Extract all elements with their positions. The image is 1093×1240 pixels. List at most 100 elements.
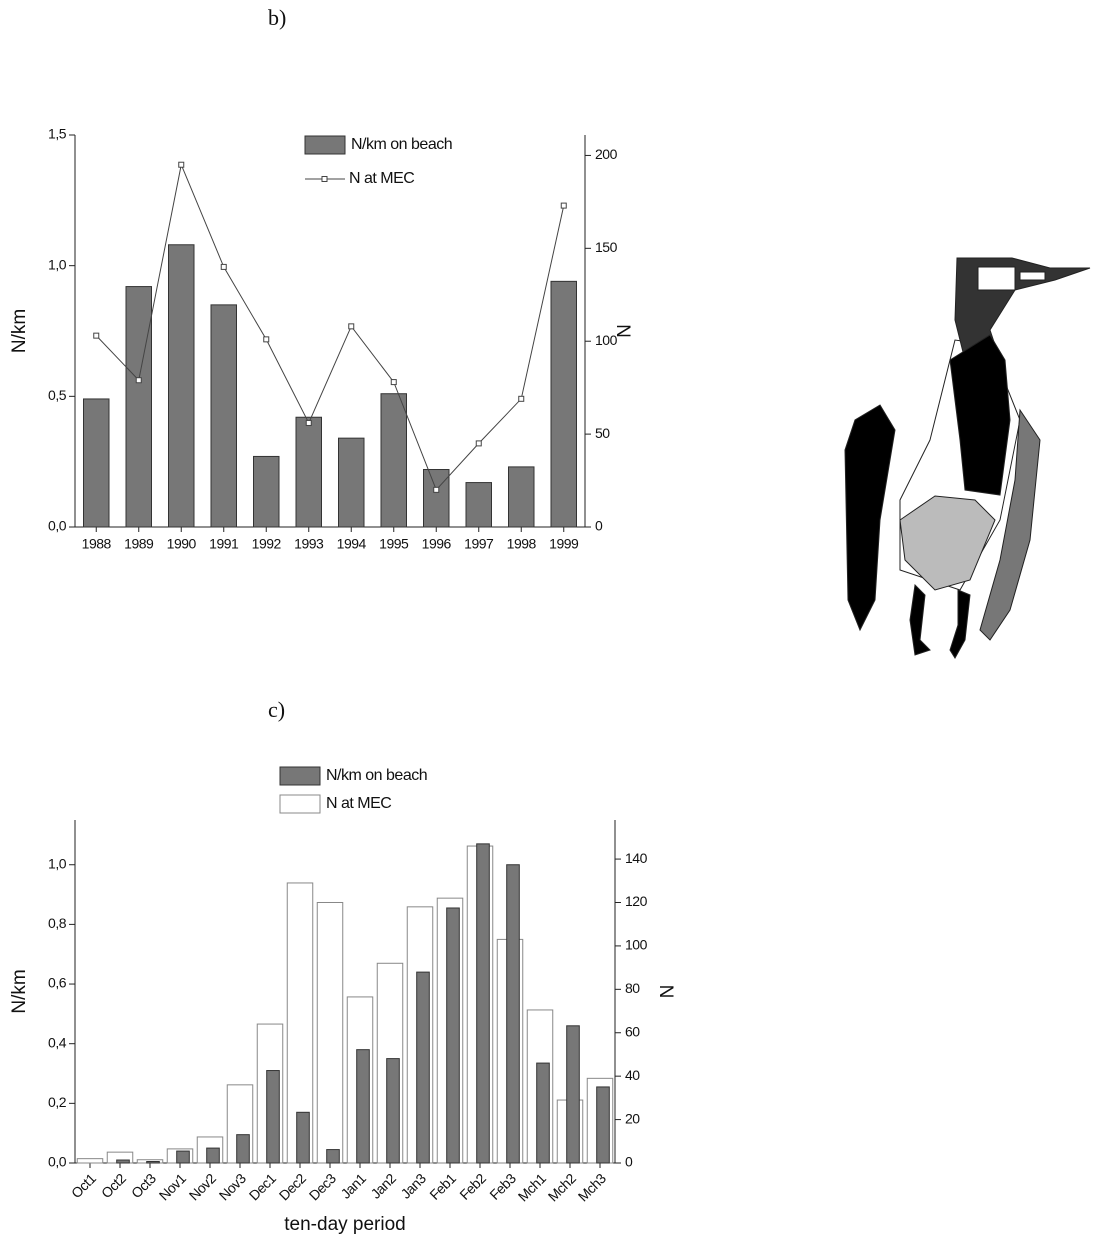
y2-tick-label: 80 [625,980,640,996]
legend-swatch [279,766,321,786]
x-tick-label: Mch2 [545,1170,580,1205]
x-tick-label: 1994 [337,536,367,552]
y2-tick-label: 60 [625,1023,640,1039]
marker [348,323,355,330]
y2-tick-label: 150 [595,239,618,255]
legend-swatch [279,794,321,814]
y2-tick-label: 0 [625,1154,633,1170]
marker [560,202,567,209]
x-tick-label: 1996 [422,536,452,552]
x-tick-label: Dec2 [276,1170,310,1204]
marker [263,336,270,343]
x-tick-label: Oct3 [128,1170,159,1201]
bar [146,1161,160,1164]
x-tick-label: Dec3 [306,1170,340,1204]
legend-label: N/km on beach [351,136,452,153]
x-tick-label: Jan2 [367,1170,399,1202]
bar [566,1025,580,1164]
marker [390,379,397,386]
x-tick-label: Feb3 [486,1170,519,1203]
y-tick-label: 1,0 [48,855,67,871]
legend-label: N at MEC [349,170,414,187]
legend-label: N/km on beach [326,767,427,784]
marker [475,440,482,447]
bar [296,1111,310,1164]
x-tick-label: Dec1 [246,1170,280,1204]
y2-tick-label: 140 [625,850,648,866]
marker [518,395,525,402]
bar [206,1147,220,1164]
x-tick-label: Feb2 [456,1170,489,1203]
legend-swatch [304,135,346,155]
bar [423,469,450,528]
bar [476,843,490,1164]
bar [550,280,577,528]
bar [446,907,460,1164]
y-tick-label: 1,5 [48,126,67,142]
bar [168,244,195,528]
y-tick-label: 0,8 [48,915,67,931]
panel-label: b) [268,5,286,30]
bar [380,393,407,528]
x-tick-label: Mch1 [515,1170,550,1205]
y-tick-label: 0,5 [48,387,67,403]
x-tick-label: Nov2 [186,1170,220,1204]
x-tick-label: Oct2 [98,1170,129,1201]
y-tick-label: 1,0 [48,256,67,272]
x-tick-label: Mch3 [575,1170,610,1205]
x-tick-label: 1993 [294,536,324,552]
y2-tick-label: 120 [625,893,648,909]
panel-label: c) [268,697,285,722]
y-tick-label: 0,4 [48,1034,67,1050]
x-tick-label: 1995 [379,536,409,552]
y2-tick-label: 40 [625,1067,640,1083]
bar [508,466,535,528]
y-axis-label: N/km [9,969,30,1013]
bar [83,398,110,528]
y-tick-label: 0,6 [48,975,67,991]
x-tick-label: Jan1 [337,1170,369,1202]
y-axis-label: N/km [9,309,30,353]
bar [386,1058,400,1164]
y2-tick-label: 100 [595,332,618,348]
y-tick-label: 0,0 [48,518,67,534]
bar [116,1159,130,1164]
y2-tick-label: 200 [595,146,618,162]
bar [125,286,152,528]
y2-axis-label: N [612,324,633,338]
marker [305,419,312,426]
bar [210,304,237,528]
bar [416,971,430,1164]
legend-marker [321,176,328,182]
x-tick-label: 1989 [124,536,154,552]
y-tick-label: 0,2 [48,1094,67,1110]
bar [596,1086,610,1164]
y2-tick-label: 0 [595,518,603,534]
bar [253,455,280,528]
marker [135,377,142,384]
bar [316,901,344,1164]
y2-tick-label: 50 [595,425,610,441]
legend-label: N at MEC [326,795,391,812]
bar [76,1158,104,1164]
marker [220,263,227,270]
x-tick-label: Nov3 [216,1170,250,1204]
x-tick-label: 1988 [82,536,112,552]
y2-tick-label: 100 [625,937,648,953]
bar [338,437,365,528]
x-tick-label: Oct1 [68,1170,99,1201]
penguin-illustration [844,257,1091,659]
bar [465,482,492,528]
y-tick-label: 0,0 [48,1154,67,1170]
x-tick-label: Feb1 [426,1170,459,1203]
x-tick-label: 1997 [464,536,494,552]
bar [536,1062,550,1164]
marker [178,161,185,168]
line [95,163,565,491]
bar [176,1150,190,1164]
x-tick-label: 1990 [167,536,197,552]
x-tick-label: 1991 [209,536,239,552]
bar [506,864,520,1164]
